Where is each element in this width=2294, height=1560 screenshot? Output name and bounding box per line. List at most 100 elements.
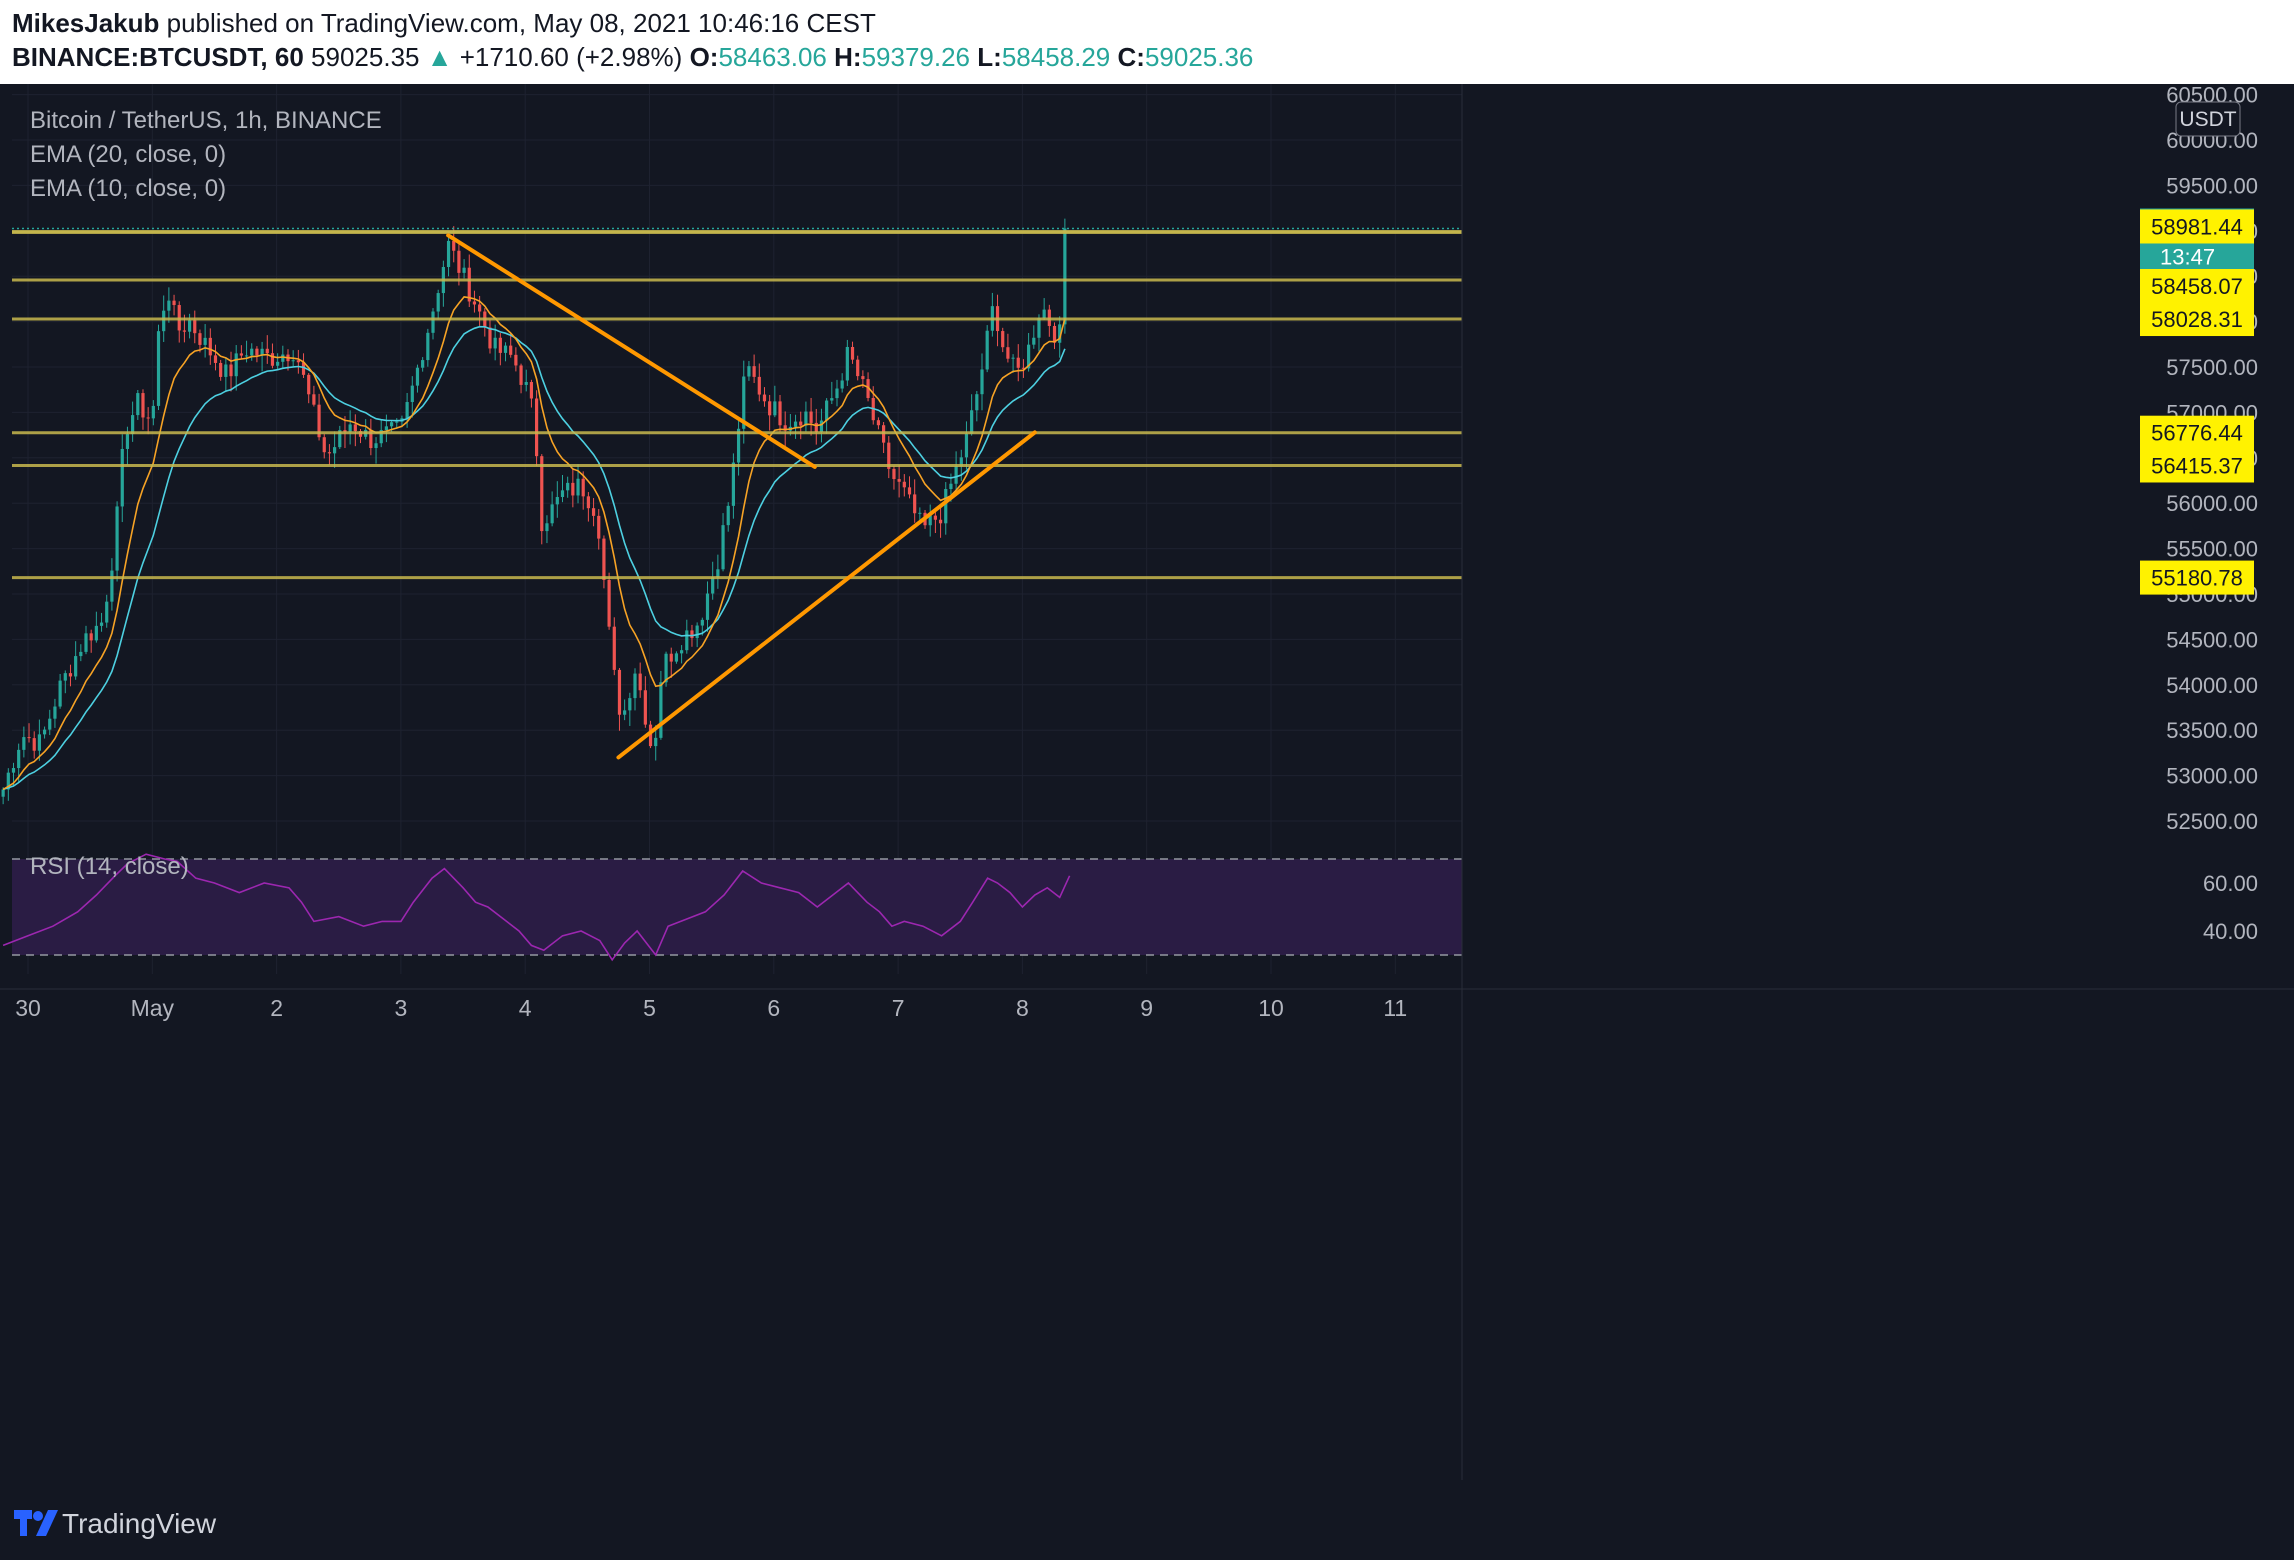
candle-body[interactable] <box>799 421 803 426</box>
candle-body[interactable] <box>897 479 901 482</box>
candle-body[interactable] <box>426 332 430 361</box>
candle-body[interactable] <box>555 497 559 505</box>
candle-body[interactable] <box>654 737 658 747</box>
candle-body[interactable] <box>685 630 689 651</box>
candle-body[interactable] <box>576 478 580 496</box>
candle-body[interactable] <box>819 420 824 432</box>
candle-body[interactable] <box>333 447 337 454</box>
candle-body[interactable] <box>944 489 948 524</box>
candle-body[interactable] <box>415 367 420 386</box>
candle-body[interactable] <box>1011 357 1015 359</box>
candle-body[interactable] <box>472 301 477 305</box>
candle-body[interactable] <box>586 496 590 509</box>
candle-body[interactable] <box>674 653 679 662</box>
candle-body[interactable] <box>726 505 730 526</box>
candle-body[interactable] <box>167 300 171 311</box>
candle-body[interactable] <box>312 394 316 405</box>
candle-body[interactable] <box>866 379 870 398</box>
candle-body[interactable] <box>975 394 979 411</box>
candle-body[interactable] <box>395 421 399 423</box>
candle-body[interactable] <box>115 506 119 571</box>
level-price-tag[interactable] <box>2140 448 2254 483</box>
candle-body[interactable] <box>307 374 311 395</box>
candle-body[interactable] <box>353 424 357 432</box>
candle-body[interactable] <box>907 487 912 495</box>
candle-body[interactable] <box>421 360 425 368</box>
candle-body[interactable] <box>1027 344 1031 369</box>
candle-body[interactable] <box>136 393 140 416</box>
candle-body[interactable] <box>348 424 352 432</box>
candle-body[interactable] <box>151 405 155 419</box>
candle-body[interactable] <box>1016 357 1020 368</box>
candle-body[interactable] <box>110 570 114 602</box>
candle-body[interactable] <box>540 456 544 532</box>
candle-body[interactable] <box>876 420 881 426</box>
candle-body[interactable] <box>1063 228 1067 325</box>
candle-body[interactable] <box>1006 347 1010 359</box>
candle-body[interactable] <box>705 593 710 620</box>
legend-ema20[interactable]: EMA (20, close, 0) <box>30 141 227 168</box>
candle-body[interactable] <box>405 402 409 419</box>
candle-body[interactable] <box>980 369 984 395</box>
candle-body[interactable] <box>752 366 756 377</box>
level-price-tag[interactable] <box>2140 209 2254 244</box>
candle-body[interactable] <box>234 353 238 377</box>
candle-body[interactable] <box>1 789 5 797</box>
candle-body[interactable] <box>1058 324 1062 343</box>
candle-body[interactable] <box>648 724 653 747</box>
candle-body[interactable] <box>193 320 197 334</box>
candle-body[interactable] <box>384 426 388 431</box>
candle-body[interactable] <box>954 466 958 484</box>
candle-body[interactable] <box>250 348 254 356</box>
candle-body[interactable] <box>700 619 704 626</box>
candle-body[interactable] <box>1032 337 1036 345</box>
candle-body[interactable] <box>141 393 145 418</box>
level-price-tag[interactable] <box>2140 269 2254 304</box>
candle-body[interactable] <box>690 630 694 639</box>
trendline[interactable] <box>446 233 817 469</box>
candle-body[interactable] <box>32 738 36 751</box>
candle-body[interactable] <box>809 411 813 423</box>
candle-body[interactable] <box>840 380 844 389</box>
candle-body[interactable] <box>37 734 41 751</box>
candle-body[interactable] <box>768 401 772 416</box>
currency-badge[interactable] <box>2175 101 2241 137</box>
candle-body[interactable] <box>607 580 611 627</box>
candle-body[interactable] <box>850 346 855 360</box>
candle-body[interactable] <box>856 359 860 377</box>
candle-body[interactable] <box>918 512 922 514</box>
candle-body[interactable] <box>389 422 394 427</box>
candle-body[interactable] <box>99 622 104 626</box>
candle-body[interactable] <box>338 430 342 448</box>
candle-body[interactable] <box>478 304 482 312</box>
candle-body[interactable] <box>845 346 849 381</box>
candle-body[interactable] <box>410 385 414 403</box>
candle-body[interactable] <box>374 443 378 449</box>
candle-body[interactable] <box>1021 367 1026 369</box>
candle-body[interactable] <box>747 366 751 377</box>
candle-body[interactable] <box>970 410 974 434</box>
candle-body[interactable] <box>187 320 192 332</box>
candle-body[interactable] <box>529 382 534 399</box>
candle-body[interactable] <box>757 376 761 395</box>
candle-body[interactable] <box>276 361 280 366</box>
candle-body[interactable] <box>913 494 917 514</box>
candle-body[interactable] <box>566 482 570 491</box>
candle-body[interactable] <box>6 772 10 790</box>
candle-body[interactable] <box>317 404 321 438</box>
candle-body[interactable] <box>22 737 26 750</box>
candle-body[interactable] <box>146 417 150 419</box>
candle-body[interactable] <box>281 354 285 362</box>
candle-body[interactable] <box>680 650 684 654</box>
candle-body[interactable] <box>964 433 969 458</box>
candle-body[interactable] <box>581 478 585 497</box>
candle-body[interactable] <box>498 337 502 353</box>
candle-body[interactable] <box>343 430 347 432</box>
candle-body[interactable] <box>1042 309 1046 319</box>
candle-body[interactable] <box>659 682 663 738</box>
candle-body[interactable] <box>643 690 647 725</box>
candle-body[interactable] <box>617 669 622 715</box>
candle-body[interactable] <box>27 737 31 739</box>
candle-body[interactable] <box>762 394 767 402</box>
candle-body[interactable] <box>628 698 632 711</box>
